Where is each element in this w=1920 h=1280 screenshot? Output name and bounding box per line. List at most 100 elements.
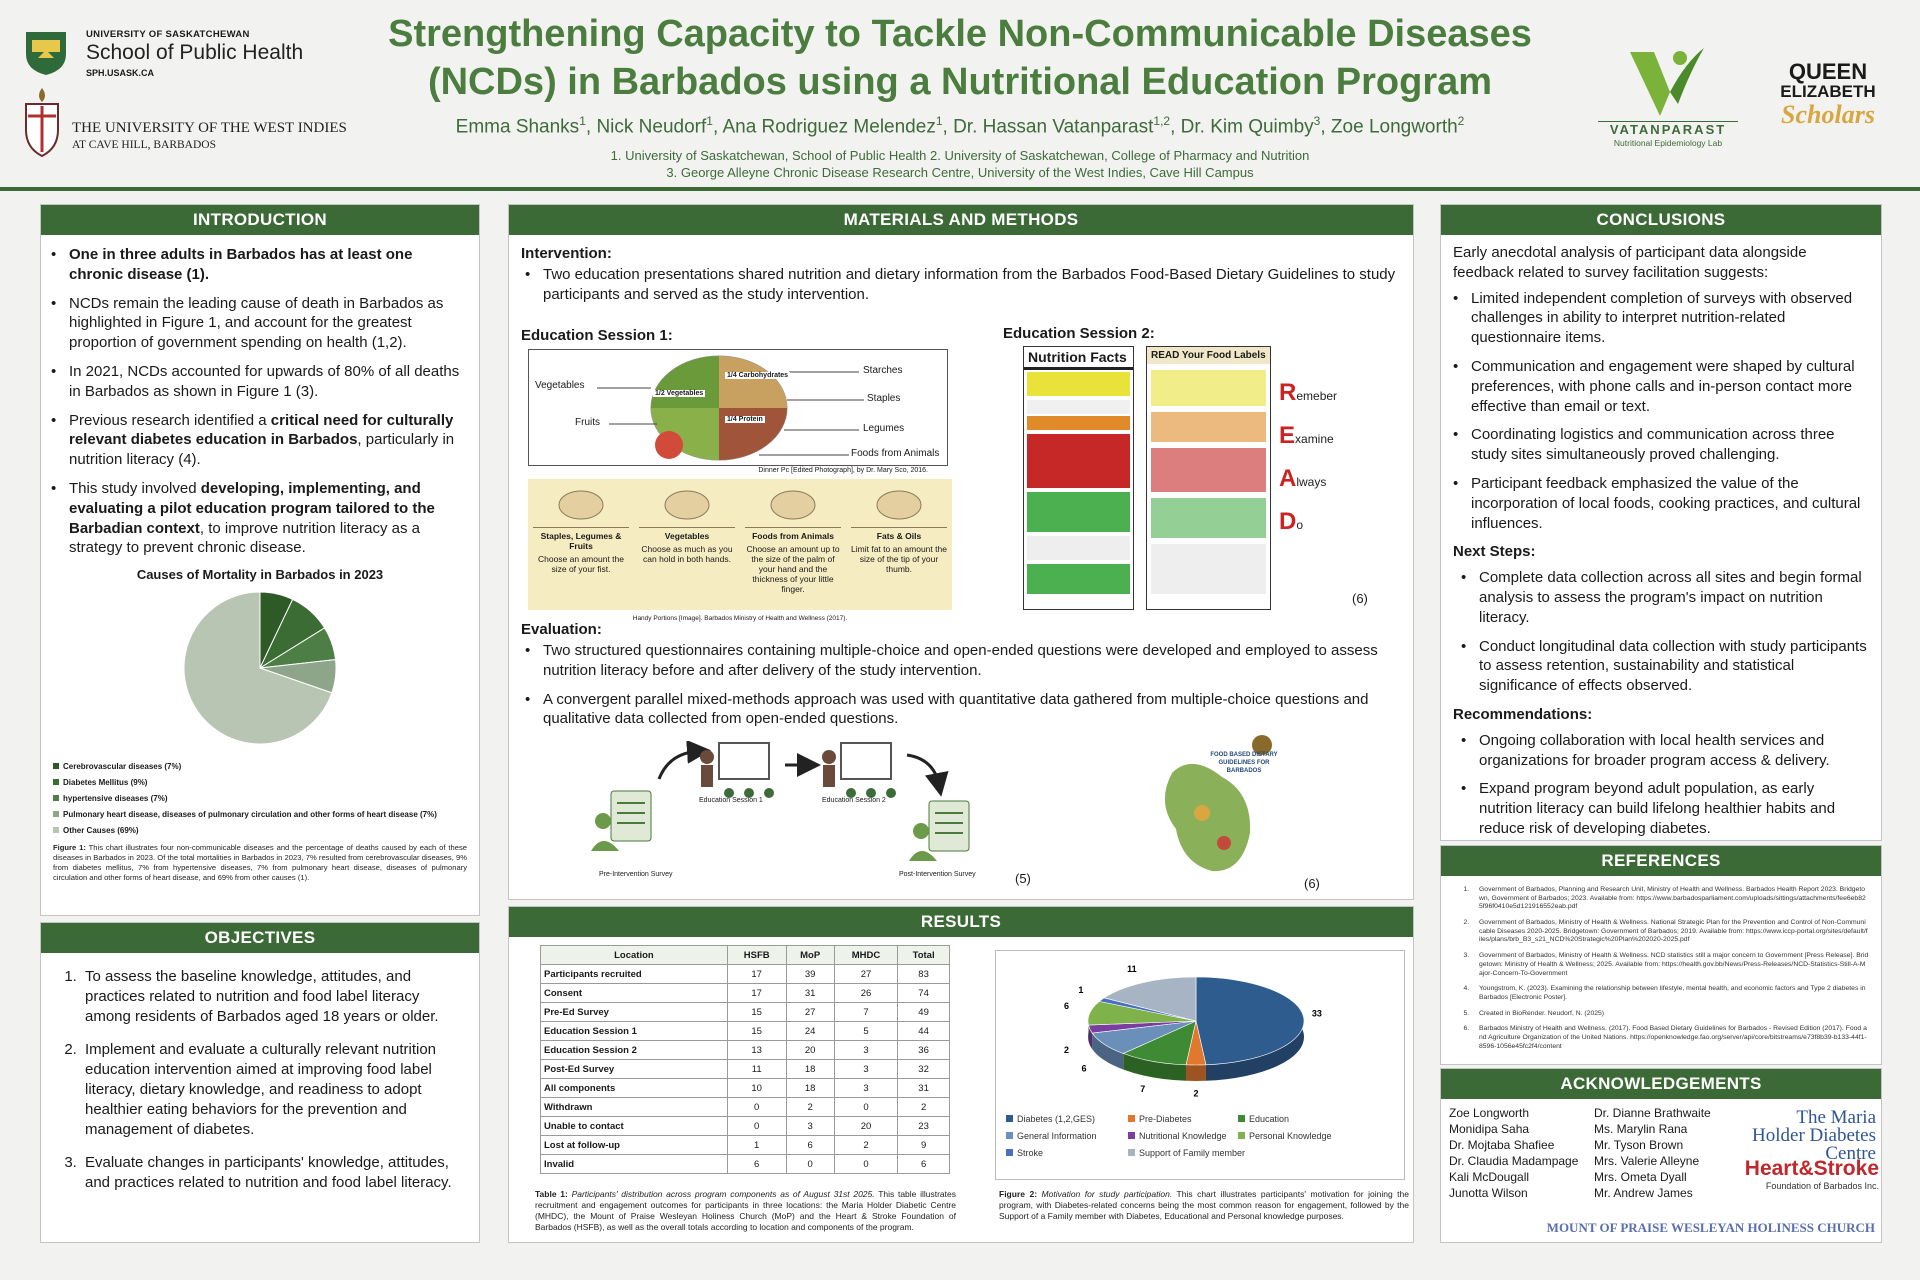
bullet: Expand program beyond adult population, … (1461, 779, 1869, 838)
column-header: MHDC (833, 945, 899, 965)
header-rule (0, 187, 1920, 191)
author-affiliation: 1 (706, 114, 713, 128)
data-label: 2 (1064, 1045, 1069, 1055)
image-credit: Handy Portions [Image]. Barbados Ministr… (632, 615, 848, 622)
reference: Youngstrom, K. (2023). Examining the rel… (1471, 985, 1869, 1002)
intro-list: One in three adults in Barbados has at l… (47, 245, 467, 558)
nf-title: Nutrition Facts (1024, 347, 1133, 370)
mop-logo: MOUNT OF PRAISE WESLEYAN HOLINESS CHURCH (1546, 1220, 1875, 1235)
table-row: Post-Ed Survey 11 18 3 32 (540, 1059, 950, 1079)
portion-card: Foods from Animals Choose an amount up to… (740, 479, 846, 610)
subheading: Next Steps: (1453, 543, 1536, 561)
table-cell: 11 (726, 1059, 787, 1079)
table-cell: 20 (833, 1116, 899, 1136)
table-row: Consent 17 31 26 74 (540, 983, 950, 1003)
bullet: Participant feedback emphasized the valu… (1453, 474, 1869, 533)
legend-item: Diabetes Mellitus (9%) (53, 775, 467, 791)
table-cell: 9 (897, 1135, 950, 1155)
ack-name: Mr. Tyson Brown (1594, 1138, 1684, 1152)
bullet: Complete data collection across all site… (1461, 568, 1869, 627)
citation: (6) (1304, 876, 1320, 891)
heart-stroke-sub: Foundation of Barbados Inc. (1765, 1181, 1879, 1191)
hand-icon (664, 490, 710, 520)
ack-name: Mrs. Ometa Dyall (1594, 1170, 1687, 1184)
caption-text: This chart illustrates four non-communic… (53, 843, 467, 882)
plate-label: Vegetables (535, 380, 585, 391)
survey-icon (909, 800, 970, 861)
plate-label: 1/2 Vegetables (653, 390, 706, 397)
survey-icon (591, 790, 652, 851)
legend-label: Support of Family member (1139, 1148, 1245, 1158)
portion-card: Vegetables Choose as much as you can hold… (634, 479, 740, 610)
intervention-list: Two education presentations shared nutri… (521, 265, 1401, 305)
qe-word: Scholars (1781, 100, 1875, 129)
bold-text: One in three adults in Barbados has at l… (69, 246, 413, 283)
qe-word: QUEEN (1788, 59, 1868, 84)
portion-text: Choose an amount the size of your fist. (537, 554, 624, 574)
legend-item: hypertensive diseases (7%) (53, 791, 467, 807)
guidelines-map (1164, 735, 1272, 872)
separator: , (585, 116, 592, 138)
table-row: Education Session 2 13 20 3 36 (540, 1040, 950, 1060)
introduction-panel: INTRODUCTION One in three adults in Barb… (40, 204, 480, 916)
section-heading: INTRODUCTION (41, 205, 479, 235)
bullet: Two structured questionnaires containing… (525, 641, 1401, 681)
read-word: Do (1279, 508, 1304, 535)
separator: , (712, 116, 719, 138)
caption-title: Motivation for study participation. (1041, 1189, 1173, 1199)
uwi-name: THE UNIVERSITY OF THE WEST INDIES (72, 120, 347, 136)
plate-label: Foods from Animals (851, 448, 940, 459)
legend-label: hypertensive diseases (7%) (63, 794, 168, 804)
text: , particularly in nutrition literacy (4)… (69, 431, 455, 469)
row-label: Education Session 2 (540, 1040, 728, 1060)
read-word: Examine (1279, 422, 1334, 449)
separator: , (1320, 116, 1326, 138)
bullet: Conduct longitudinal data collection wit… (1461, 637, 1869, 696)
presenter-icon (822, 742, 896, 798)
author-affiliation: 1,2 (1153, 114, 1171, 128)
legend-swatch (1128, 1132, 1135, 1139)
hand-icon (770, 490, 816, 520)
qe-word: ELIZABETH (1780, 82, 1876, 101)
data-label: 7 (1140, 1084, 1145, 1094)
legend-label: Diabetes (1,2,GES) (1017, 1114, 1095, 1124)
legend-swatch (1128, 1149, 1135, 1156)
data-label: 11 (1127, 964, 1137, 974)
intervention-text: Two education presentations shared nutri… (521, 265, 1401, 314)
table-cell: 3 (833, 1078, 899, 1098)
legend-swatch (1006, 1115, 1013, 1122)
row-label: Consent (540, 983, 728, 1003)
subheading: Recommendations: (1453, 705, 1593, 723)
header-row: Location HSFB MoP MHDC Total (540, 945, 950, 965)
ack-name: Mr. Andrew James (1594, 1186, 1693, 1200)
lab-name: VATANPARAST (1598, 121, 1738, 137)
row-label: Pre-Ed Survey (540, 1002, 728, 1022)
portion-card: Staples, Legumes & Fruits Choose an amoun… (528, 479, 634, 610)
pie-chart (183, 591, 337, 745)
text: NCDs remain the leading cause of death i… (69, 294, 444, 352)
column-header: MoP (785, 945, 835, 965)
legend-label: Pulmonary heart disease, diseases of pul… (63, 810, 437, 820)
citation: (5) (1015, 871, 1031, 886)
row-label: Withdrawn (540, 1097, 728, 1117)
names-column: Zoe Longworth Monidipa Saha Dr. Mojtaba Sh… (1449, 1105, 1578, 1201)
author-affiliation: 2 (1457, 114, 1465, 128)
nutrition-facts-label: Nutrition Facts (1023, 346, 1134, 610)
data-label: 6 (1064, 1001, 1069, 1011)
diagram-label: Post-Intervention Survey (899, 871, 976, 878)
subheading: Evaluation: (521, 621, 602, 638)
section-heading: RESULTS (509, 907, 1413, 937)
legend-item: Pulmonary heart disease, diseases of pul… (53, 807, 467, 823)
table-cell: 31 (897, 1078, 950, 1098)
plate-label: Fruits (575, 417, 600, 428)
table-cell: 2 (785, 1097, 835, 1117)
title-line: Strengthening Capacity to Tackle Non-Com… (388, 13, 1532, 55)
legend-label: Nutritional Knowledge (1139, 1131, 1227, 1141)
plate-label: 1/4 Protein (725, 416, 765, 423)
caption-text: This chart illustrates participants' mot… (999, 1189, 1409, 1222)
table-cell: 0 (726, 1097, 787, 1117)
reference: Created in BioRender. Neudorf, N. (2025) (1471, 1010, 1869, 1019)
section-heading: REFERENCES (1441, 846, 1881, 876)
intro-bullet: This study involved developing, implemen… (51, 479, 467, 558)
